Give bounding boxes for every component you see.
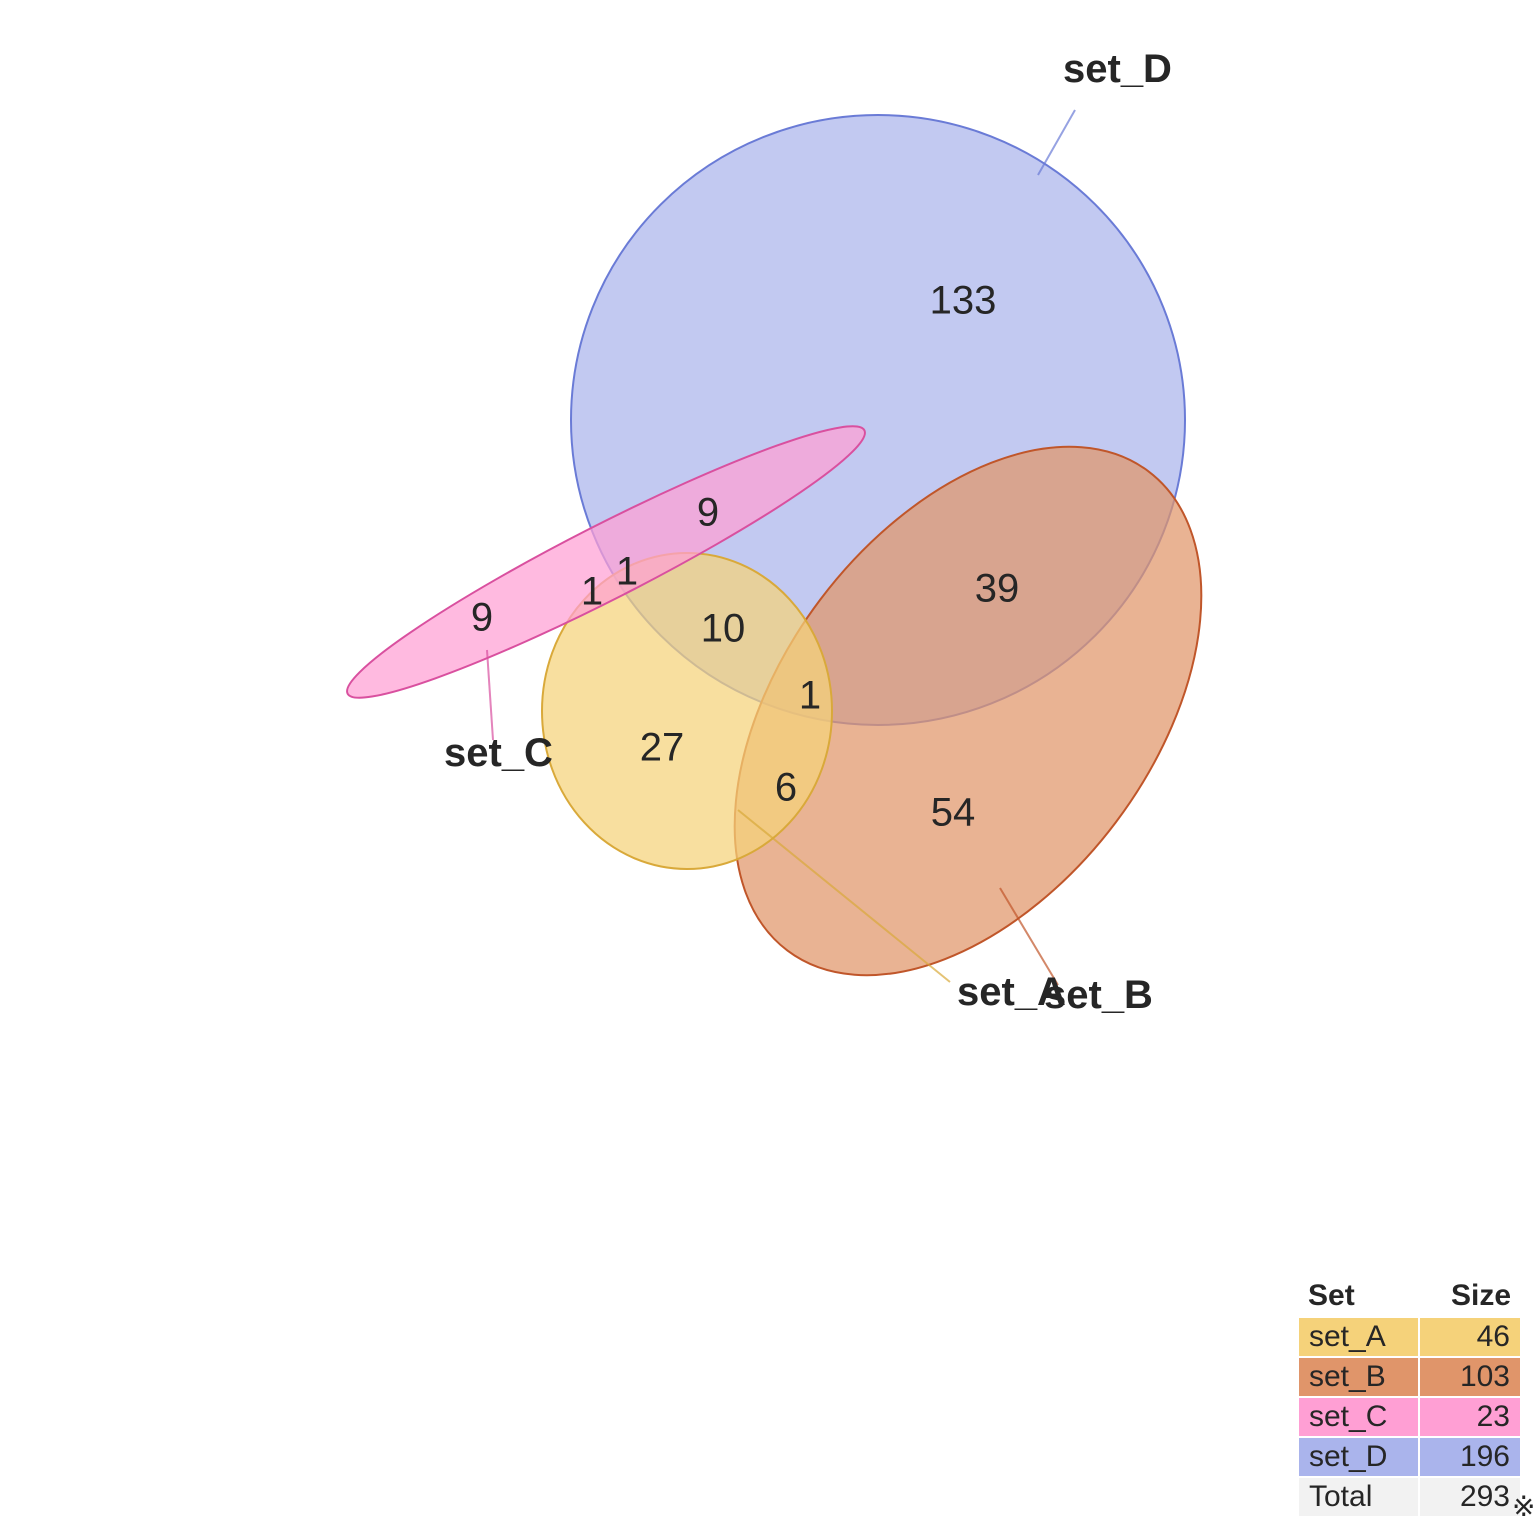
- label-leaders: [486, 109, 1076, 986]
- table-cell-set-set-d: set_D: [1297, 1436, 1420, 1478]
- region-count-d: 133: [930, 279, 997, 323]
- table-row-set-d: set_D 196: [1297, 1436, 1522, 1478]
- set-shapes: [346, 114, 1203, 977]
- table-footnote: ※: [1512, 1491, 1536, 1522]
- table-cell-set-set-b: set_B: [1297, 1356, 1420, 1398]
- leader-line-set-d: [1037, 109, 1076, 176]
- table-row-set-a: set_A 46: [1297, 1316, 1522, 1358]
- region-count-a-b-d: 1: [799, 674, 821, 718]
- table-header-set: Set: [1308, 1279, 1355, 1312]
- table-row-total: Total 293: [1297, 1476, 1522, 1518]
- leader-line-set-a: [737, 809, 951, 983]
- set-label-set-d: set_D: [1063, 47, 1172, 91]
- leader-line-set-c: [486, 649, 494, 741]
- region-count-c: 9: [471, 596, 493, 640]
- table-cell-size-total: 293: [1418, 1476, 1522, 1518]
- table-cell-set-total: Total: [1297, 1476, 1420, 1518]
- region-count-a-d: 10: [701, 607, 746, 651]
- table-cell-size-set-b: 103: [1418, 1356, 1522, 1398]
- table-cell-size-set-a: 46: [1418, 1316, 1522, 1358]
- set-size-table: Set Size set_A 46 set_B 103 set_C 23 set_D 196 T…: [1297, 1276, 1522, 1518]
- set-label-set-c: set_C: [444, 731, 553, 775]
- table-cell-set-set-a: set_A: [1297, 1316, 1420, 1358]
- region-count-a-c: 1: [581, 570, 603, 614]
- set-shape-set-c: [346, 425, 866, 699]
- set-label-set-a: set_A: [957, 970, 1066, 1014]
- leader-line-set-b: [999, 887, 1059, 986]
- table-row-set-c: set_C 23: [1297, 1396, 1522, 1438]
- table-header-row: Set Size: [1298, 1276, 1521, 1317]
- region-count-a-c-d: 1: [616, 550, 638, 594]
- table-cell-set-set-c: set_C: [1297, 1396, 1420, 1438]
- table-cell-size-set-c: 23: [1418, 1396, 1522, 1438]
- region-count-c-d: 9: [697, 491, 719, 535]
- region-count-b-d: 39: [975, 567, 1020, 611]
- table-row-set-b: set_B 103: [1297, 1356, 1522, 1398]
- set-label-set-b: set_B: [1044, 973, 1153, 1017]
- region-count-a: 27: [640, 726, 685, 770]
- set-shape-set-b: [733, 445, 1203, 977]
- table-header-size: Size: [1450, 1279, 1511, 1312]
- region-count-a-b: 6: [775, 766, 797, 810]
- region-count-b: 54: [931, 791, 976, 835]
- table-cell-size-set-d: 196: [1418, 1436, 1522, 1478]
